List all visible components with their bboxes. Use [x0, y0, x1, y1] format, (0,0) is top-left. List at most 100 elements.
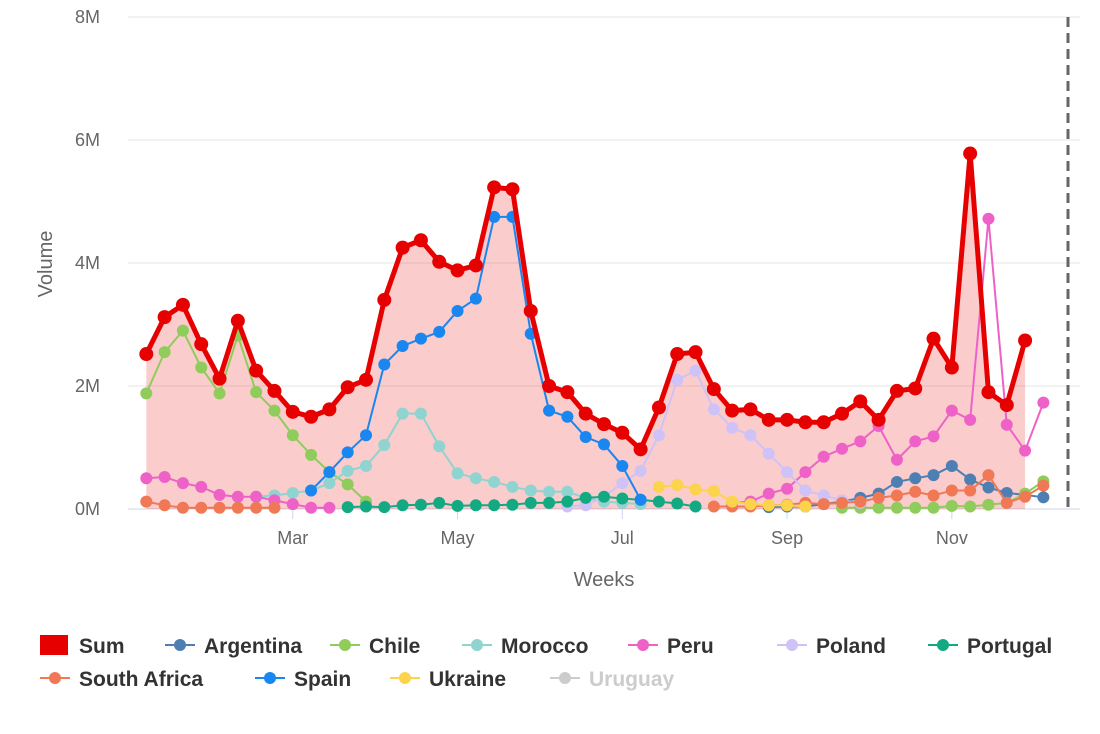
data-point-chile[interactable] — [213, 387, 226, 400]
legend-item-chile[interactable]: Chile — [330, 635, 420, 658]
data-point-peru-late[interactable] — [890, 453, 903, 466]
data-point-spain[interactable] — [616, 459, 629, 472]
data-point-sum[interactable] — [578, 406, 593, 421]
data-point-sum[interactable] — [761, 412, 776, 427]
data-point-peru[interactable] — [213, 488, 226, 501]
data-point-peru[interactable] — [231, 490, 244, 503]
data-point-sum[interactable] — [908, 381, 923, 396]
data-point-peru[interactable] — [305, 501, 318, 514]
data-point-sum[interactable] — [505, 182, 520, 197]
data-point-spain[interactable] — [414, 332, 427, 345]
data-point-morocco[interactable] — [433, 440, 446, 453]
data-point-peru[interactable] — [158, 471, 171, 484]
data-point-chile[interactable] — [140, 387, 153, 400]
data-point-morocco[interactable] — [469, 472, 482, 485]
data-point-morocco[interactable] — [543, 485, 556, 498]
data-point-morocco[interactable] — [360, 459, 372, 472]
data-point-sum[interactable] — [743, 402, 758, 417]
data-point-ukraine[interactable] — [652, 480, 665, 493]
data-point-ukraine[interactable] — [689, 483, 702, 496]
data-point-ukraine[interactable] — [707, 485, 720, 498]
data-point-sum[interactable] — [889, 383, 904, 398]
data-point-argentina[interactable] — [927, 469, 940, 482]
data-point-spain[interactable] — [469, 292, 482, 305]
data-point-peru[interactable] — [323, 501, 336, 514]
data-point-sum[interactable] — [413, 233, 428, 248]
data-point-sum[interactable] — [157, 310, 172, 325]
data-point-chile-late[interactable] — [945, 499, 958, 512]
data-point-argentina[interactable] — [1000, 487, 1013, 500]
data-point-portugal[interactable] — [616, 492, 629, 505]
data-point-morocco[interactable] — [396, 407, 409, 420]
data-point-morocco[interactable] — [341, 464, 354, 477]
data-point-morocco[interactable] — [323, 477, 336, 490]
data-point-poland[interactable] — [689, 364, 702, 377]
data-point-morocco[interactable] — [561, 485, 574, 498]
data-point-spain[interactable] — [341, 446, 354, 459]
data-point-portugal[interactable] — [689, 500, 702, 513]
data-point-sum[interactable] — [487, 180, 502, 195]
data-point-south-africa[interactable] — [250, 501, 263, 514]
data-point-sum[interactable] — [999, 398, 1014, 413]
data-point-south-africa-late[interactable] — [1019, 490, 1032, 503]
data-point-south-africa-late[interactable] — [1037, 479, 1050, 492]
data-point-sum[interactable] — [597, 417, 611, 432]
legend-item-spain[interactable]: Spain — [255, 668, 351, 691]
data-point-sum[interactable] — [450, 263, 465, 278]
data-point-portugal[interactable] — [671, 497, 684, 510]
data-point-sum[interactable] — [304, 409, 319, 424]
data-point-south-africa-late[interactable] — [964, 484, 977, 497]
data-point-sum[interactable] — [523, 303, 538, 318]
data-point-sum[interactable] — [816, 415, 831, 430]
data-point-portugal[interactable] — [488, 499, 501, 512]
data-point-argentina[interactable] — [909, 472, 922, 485]
data-point-peru-late[interactable] — [945, 404, 958, 417]
data-point-sum[interactable] — [139, 347, 154, 362]
legend-item-south-africa[interactable]: South Africa — [40, 668, 203, 691]
data-point-morocco[interactable] — [488, 475, 501, 488]
data-point-peru-late[interactable] — [1037, 396, 1050, 409]
data-point-sum[interactable] — [780, 412, 795, 427]
data-point-portugal[interactable] — [396, 499, 409, 512]
data-point-south-africa-late[interactable] — [982, 469, 995, 482]
data-point-sum[interactable] — [212, 371, 227, 386]
data-point-sum[interactable] — [944, 360, 959, 375]
data-point-morocco[interactable] — [414, 407, 427, 420]
data-point-sum[interactable] — [633, 442, 648, 457]
data-point-chile[interactable] — [341, 478, 354, 491]
data-point-poland[interactable] — [799, 484, 812, 497]
data-point-morocco[interactable] — [286, 487, 299, 500]
data-point-south-africa-late[interactable] — [890, 489, 903, 502]
data-point-spain[interactable] — [396, 340, 409, 353]
data-point-peru-late[interactable] — [982, 212, 995, 225]
data-point-south-africa[interactable] — [268, 501, 281, 514]
data-point-south-africa[interactable] — [140, 495, 153, 508]
data-point-south-africa[interactable] — [213, 501, 226, 514]
data-point-sum[interactable] — [651, 400, 666, 415]
data-point-spain[interactable] — [634, 493, 647, 506]
data-point-sum[interactable] — [963, 146, 978, 161]
data-point-spain[interactable] — [598, 438, 610, 451]
data-point-sum[interactable] — [615, 425, 630, 440]
data-point-sum[interactable] — [359, 372, 373, 387]
data-point-chile[interactable] — [176, 324, 189, 337]
data-point-sum[interactable] — [981, 385, 996, 400]
data-point-peru-late[interactable] — [817, 450, 830, 463]
data-point-chile-late[interactable] — [872, 501, 885, 514]
data-point-spain[interactable] — [543, 404, 556, 417]
data-point-sum[interactable] — [542, 379, 557, 393]
data-point-portugal[interactable] — [414, 498, 427, 511]
data-point-argentina[interactable] — [945, 459, 958, 472]
data-point-ukraine[interactable] — [762, 499, 775, 512]
data-point-portugal[interactable] — [341, 501, 354, 514]
data-point-poland[interactable] — [707, 403, 720, 416]
legend-item-morocco[interactable]: Morocco — [462, 635, 589, 658]
legend-item-argentina[interactable]: Argentina — [165, 635, 302, 658]
data-point-south-africa[interactable] — [231, 501, 244, 514]
data-point-poland[interactable] — [726, 421, 739, 434]
data-point-south-africa-late[interactable] — [1000, 496, 1013, 509]
data-point-sum[interactable] — [670, 347, 685, 362]
data-point-spain[interactable] — [451, 304, 464, 317]
legend-item-poland[interactable]: Poland — [777, 635, 886, 658]
data-point-argentina[interactable] — [1037, 491, 1050, 504]
